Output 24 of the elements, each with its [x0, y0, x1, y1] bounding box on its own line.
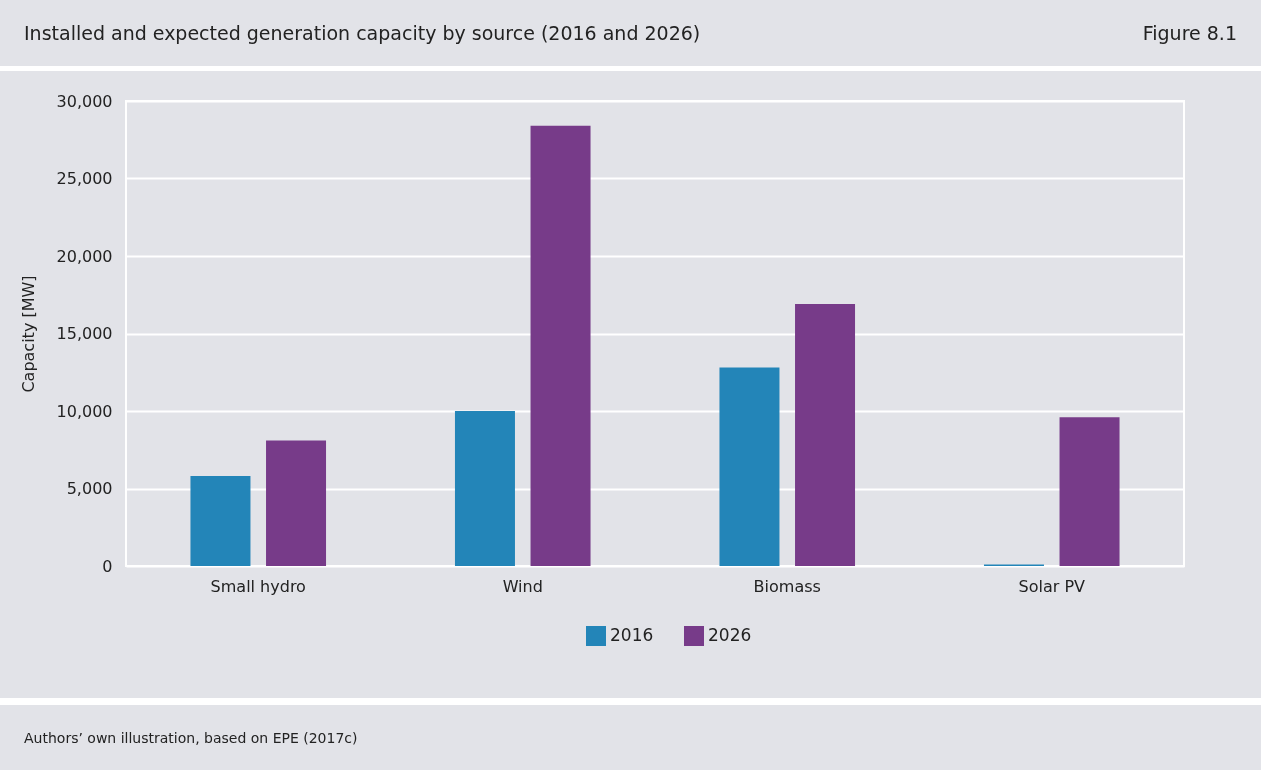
bar [795, 304, 856, 566]
legend-label: 2026 [708, 625, 752, 645]
bar [1059, 417, 1120, 566]
y-tick-label: 25,000 [56, 169, 113, 188]
y-tick-label: 15,000 [56, 324, 113, 343]
y-axis-title: Capacity [MW] [18, 275, 38, 393]
text: Authors’ own illustration, based on EPE (2017c) [24, 729, 358, 746]
chart-title: Installed and expected generation capacity by source (2016 and 2026) [24, 22, 701, 44]
legend-label: 2016 [610, 625, 654, 645]
y-tick-label: 30,000 [56, 91, 113, 111]
bar [454, 411, 515, 566]
bar [190, 476, 251, 566]
x-tick-label: Biomass [753, 576, 821, 596]
y-tick-label: 20,000 [56, 246, 113, 266]
x-tick-label: Small hydro [210, 576, 306, 596]
bar [266, 440, 327, 566]
bar [530, 125, 591, 566]
caption: Figure 8.1 [1142, 22, 1237, 44]
y-tick-label: 10,000 [56, 401, 113, 421]
x-tick-label: Solar PV [1018, 576, 1086, 596]
x-tick-label: Wind [502, 576, 543, 596]
y-tick-label: 0 [102, 556, 113, 576]
bar [719, 367, 780, 566]
y-tick-label: 5,000 [66, 479, 113, 498]
